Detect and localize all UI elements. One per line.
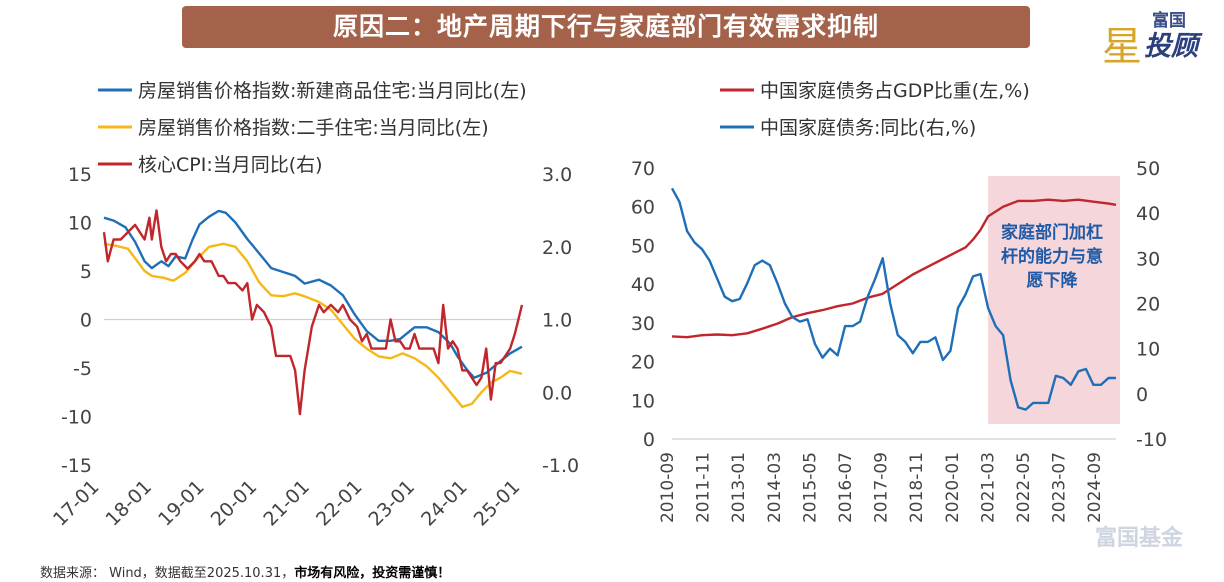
right-x-tick: 2023-07 xyxy=(1050,452,1070,523)
left-x-tick: 21-01 xyxy=(259,476,314,531)
right-x-tick: 2015-05 xyxy=(800,452,820,523)
left-y-left-tick: 5 xyxy=(80,261,92,283)
right-y-left-tick: 70 xyxy=(631,158,655,180)
watermark-text: 富国基金 xyxy=(1095,526,1184,551)
left-y-left-tick: -10 xyxy=(61,407,92,429)
left-x-tick: 19-01 xyxy=(154,476,209,531)
right-legend-label-0: 中国家庭债务占GDP比重(左,%) xyxy=(760,80,1030,102)
right-y-right-tick: 30 xyxy=(1136,248,1160,270)
left-x-tick: 22-01 xyxy=(312,476,367,531)
left-x-tick: 20-01 xyxy=(207,476,262,531)
right-chart-axes: 70 60 50 40 30 20 10 0 50 40 30 20 10 0 -10 2010-09 2011… xyxy=(631,158,1167,523)
right-y-right-tick: 10 xyxy=(1136,339,1160,361)
right-y-left-tick: 30 xyxy=(631,313,655,335)
logo-line1: 富国 xyxy=(1152,11,1186,31)
right-y-right-tick: 0 xyxy=(1136,384,1148,406)
left-y-right-tick: 3.0 xyxy=(542,164,572,186)
left-legend-label-1: 房屋销售价格指数:二手住宅:当月同比(左) xyxy=(138,117,489,139)
left-x-tick: 18-01 xyxy=(102,476,157,531)
right-y-left-tick: 0 xyxy=(643,429,655,451)
right-y-right-tick: 40 xyxy=(1136,203,1160,225)
left-y-left-tick: -5 xyxy=(73,358,92,380)
right-x-tick: 2014-03 xyxy=(765,452,785,523)
left-x-tick: 24-01 xyxy=(417,476,472,531)
right-x-tick: 2018-11 xyxy=(907,452,927,523)
right-x-tick: 2020-01 xyxy=(943,452,963,523)
left-y-left-tick: 15 xyxy=(68,164,92,186)
left-y-right-tick: 2.0 xyxy=(542,237,572,259)
right-chart-series xyxy=(670,187,1117,411)
left-y-right-tick: -1.0 xyxy=(542,455,579,477)
left-y-left-tick: -15 xyxy=(61,455,92,477)
right-chart: 中国家庭债务占GDP比重(左,%) 中国家庭债务:同比(右,%) 70 60 50 40… xyxy=(631,80,1167,523)
annotation-text: 家庭部门加杠杆的能力与意愿下降 xyxy=(1001,222,1103,291)
left-series-line-0 xyxy=(103,209,523,379)
source-text: 数据来源： Wind，数据截至2025.10.31， xyxy=(40,566,295,581)
right-y-right-tick: 50 xyxy=(1136,158,1160,180)
right-y-left-tick: 50 xyxy=(631,235,655,257)
right-x-tick: 2010-09 xyxy=(658,452,678,523)
brand-logo: 星 富国 投顾 xyxy=(1100,4,1218,70)
left-chart-legend: 房屋销售价格指数:新建商品住宅:当月同比(左) 房屋销售价格指数:二手住宅:当月同… xyxy=(98,80,527,176)
left-legend-label-2: 核心CPI:当月同比(右) xyxy=(138,154,323,176)
left-chart-axes: 15 10 5 0 -5 -10 -15 3.0 2.0 1.0 0.0 -1.0 17-0118-01… xyxy=(49,164,579,531)
left-chart-series xyxy=(102,209,524,416)
right-x-tick: 2017-09 xyxy=(872,452,892,523)
right-series-line-1 xyxy=(670,187,1116,411)
left-y-left-tick: 10 xyxy=(68,213,92,235)
right-y-left-tick: 40 xyxy=(631,274,655,296)
annotation-line: 家庭部门加杠 xyxy=(1001,222,1103,243)
right-y-right-tick: -10 xyxy=(1136,429,1167,451)
logo-line2: 投顾 xyxy=(1144,31,1198,62)
right-x-tick: 2022-05 xyxy=(1014,452,1034,523)
highlight-region xyxy=(988,176,1120,424)
left-x-tick: 23-01 xyxy=(365,476,420,531)
right-x-tick: 2021-03 xyxy=(978,452,998,523)
annotation-line: 愿下降 xyxy=(1027,270,1079,291)
page-title: 原因二：地产周期下行与家庭部门有效需求抑制 xyxy=(182,6,1030,48)
left-x-tick: 17-01 xyxy=(49,476,104,531)
right-x-tick: 2013-01 xyxy=(729,452,749,523)
left-legend-label-0: 房屋销售价格指数:新建商品住宅:当月同比(左) xyxy=(138,80,527,102)
right-y-right-tick: 20 xyxy=(1136,294,1160,316)
footer: 数据来源： Wind，数据截至2025.10.31，市场有风险，投资需谨慎！ xyxy=(40,562,450,581)
star-logo-icon: 星 xyxy=(1102,24,1142,70)
risk-warning: 市场有风险，投资需谨慎！ xyxy=(294,566,451,581)
left-y-left-tick: 0 xyxy=(80,310,92,332)
right-x-tick: 2024-09 xyxy=(1085,452,1105,523)
left-x-tick: 25-01 xyxy=(470,476,525,531)
right-legend-label-1: 中国家庭债务:同比(右,%) xyxy=(760,117,976,139)
right-x-tick: 2011-11 xyxy=(694,452,714,523)
left-series-line-1 xyxy=(103,242,523,408)
annotation-line: 杆的能力与意 xyxy=(1001,246,1103,267)
left-y-right-tick: 0.0 xyxy=(542,382,572,404)
left-chart: 房屋销售价格指数:新建商品住宅:当月同比(左) 房屋销售价格指数:二手住宅:当月同… xyxy=(49,80,579,531)
right-series-line-0 xyxy=(671,198,1117,339)
right-y-left-tick: 10 xyxy=(631,390,655,412)
right-y-left-tick: 60 xyxy=(631,197,655,219)
right-x-tick: 2016-07 xyxy=(836,452,856,523)
left-y-right-tick: 1.0 xyxy=(542,310,572,332)
left-series-line-2 xyxy=(102,209,524,416)
right-chart-legend: 中国家庭债务占GDP比重(左,%) 中国家庭债务:同比(右,%) xyxy=(720,80,1030,139)
right-y-left-tick: 20 xyxy=(631,352,655,374)
